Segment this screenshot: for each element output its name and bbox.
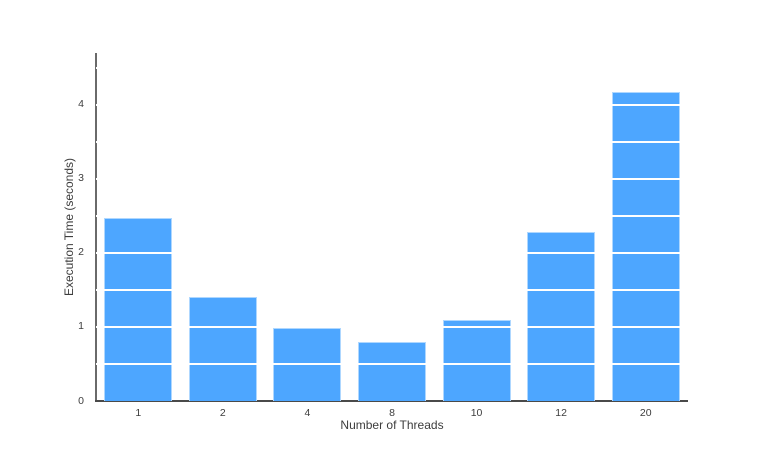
bar-threads-1 (104, 218, 173, 401)
gridline (96, 140, 688, 143)
x-tick-label: 20 (639, 407, 652, 419)
bar-threads-8 (358, 341, 426, 401)
x-axis-line (95, 400, 688, 402)
y-tick-label: 0 (78, 394, 84, 407)
x-tick-label: 10 (470, 407, 483, 419)
gridline (96, 325, 688, 328)
gridline (96, 288, 688, 291)
bar-threads-20 (611, 92, 680, 401)
bar-threads-12 (527, 232, 596, 401)
x-tick-label: 2 (219, 407, 226, 419)
y-tick-label: 3 (78, 172, 84, 185)
y-tick-label: 1 (78, 320, 84, 333)
x-axis-title: Number of Threads (340, 418, 444, 432)
gridline (96, 214, 688, 217)
bar-threads-10 (442, 319, 511, 401)
y-axis-line (95, 53, 97, 402)
gridline (96, 66, 688, 69)
x-tick-label: 8 (389, 407, 395, 419)
gridline (96, 362, 688, 365)
plot-area (96, 53, 688, 401)
bar-threads-2 (188, 297, 257, 401)
gridline (96, 251, 688, 254)
x-tick-label: 4 (304, 407, 311, 419)
gridline (96, 103, 688, 106)
x-tick-label: 1 (135, 407, 142, 419)
x-tick-label: 12 (555, 407, 567, 419)
gridline (96, 177, 688, 180)
y-tick-label: 4 (78, 98, 84, 111)
y-tick-label: 2 (78, 246, 84, 259)
